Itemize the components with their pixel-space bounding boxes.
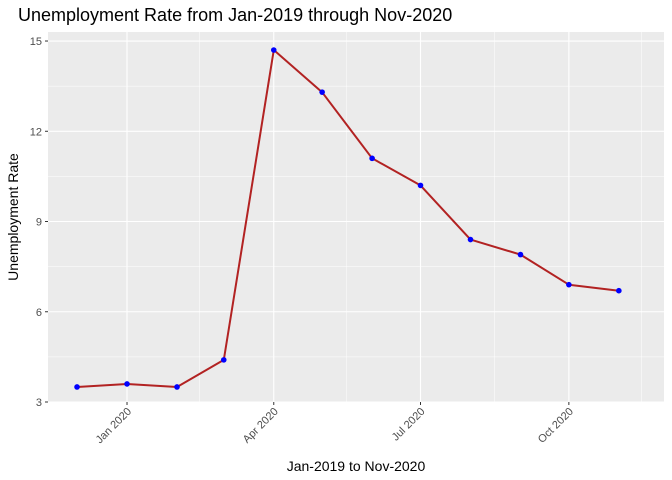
x-tick-label: Jul 2020 bbox=[390, 406, 428, 444]
data-point bbox=[566, 281, 572, 288]
data-point bbox=[220, 357, 227, 363]
data-point bbox=[616, 287, 622, 294]
x-tick-label: Apr 2020 bbox=[241, 406, 281, 446]
y-tick-label: 6 bbox=[36, 307, 42, 319]
x-tick-label: Jan 2020 bbox=[94, 406, 134, 446]
data-point bbox=[74, 384, 80, 390]
data-point bbox=[319, 89, 325, 95]
series-line bbox=[76, 49, 619, 388]
chart-title: Unemployment Rate from Jan-2019 through … bbox=[18, 5, 453, 25]
x-axis-title: Jan-2019 to Nov-2020 bbox=[287, 458, 426, 474]
y-tick-label: 3 bbox=[36, 397, 42, 409]
x-tick-label: Oct 2020 bbox=[536, 406, 576, 446]
data-point bbox=[369, 155, 375, 162]
series-points bbox=[74, 47, 622, 390]
grid-major bbox=[48, 32, 664, 403]
x-axis: Jan 2020 Apr 2020 Jul 2020 Oct 2020 bbox=[94, 402, 576, 446]
y-tick-label: 9 bbox=[36, 217, 42, 229]
data-point bbox=[467, 236, 474, 243]
y-axis: 3 6 9 12 15 bbox=[30, 36, 48, 409]
series-line-path bbox=[76, 49, 619, 388]
grid-minor bbox=[48, 32, 664, 402]
data-point bbox=[124, 381, 130, 387]
data-point bbox=[270, 47, 277, 53]
y-tick-label: 15 bbox=[30, 36, 42, 48]
y-tick-label: 12 bbox=[30, 126, 42, 138]
data-point bbox=[417, 182, 424, 189]
data-point bbox=[517, 251, 524, 258]
y-axis-title: Unemployment Rate bbox=[5, 153, 21, 281]
plot-panel bbox=[48, 32, 664, 402]
data-point bbox=[174, 384, 180, 390]
